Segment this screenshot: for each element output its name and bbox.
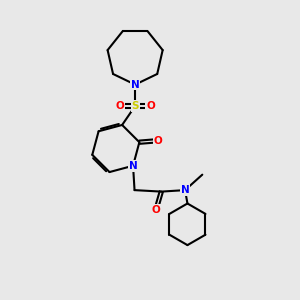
Text: N: N [181,185,189,195]
Text: N: N [129,161,137,171]
Text: O: O [153,136,162,146]
Text: O: O [146,101,155,111]
Text: O: O [115,101,124,111]
Text: O: O [152,205,160,215]
Text: S: S [131,101,139,111]
Text: N: N [131,80,140,90]
